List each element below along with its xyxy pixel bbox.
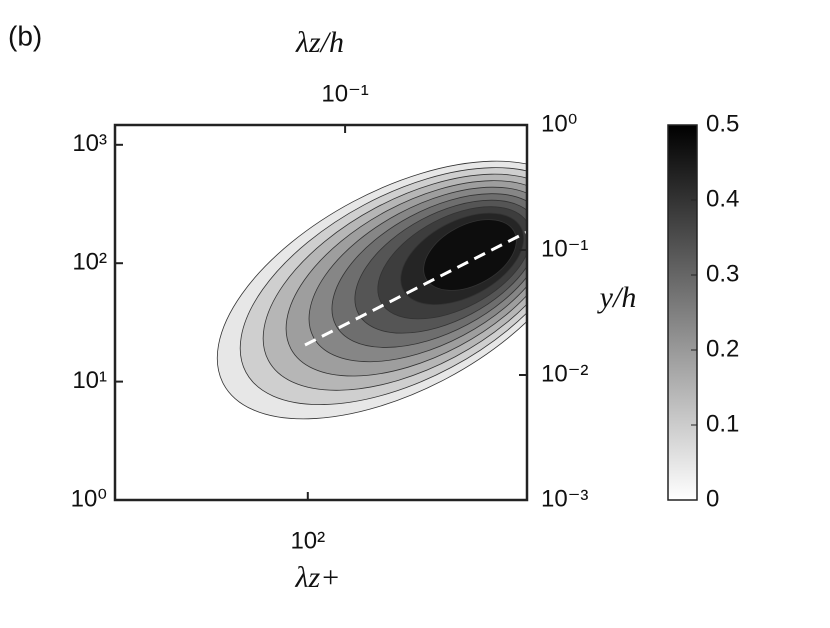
colorbar-tick-label: 0.5 bbox=[706, 110, 739, 137]
y2-tick-label: 10⁻² bbox=[541, 360, 588, 387]
x2-tick-label: 10⁻¹ bbox=[321, 80, 368, 107]
panel-label: (b) bbox=[8, 20, 42, 51]
colorbar-tick-label: 0.4 bbox=[706, 185, 739, 212]
y-tick-label: 10¹ bbox=[72, 367, 107, 394]
colorbar-tick-label: 0 bbox=[706, 485, 719, 512]
colorbar-tick-label: 0.1 bbox=[706, 410, 739, 437]
y2-tick-label: 10⁰ bbox=[541, 110, 577, 137]
fit-line bbox=[304, 230, 527, 347]
colorbar-tick-label: 0.3 bbox=[706, 260, 739, 287]
plot-frame bbox=[113, 123, 529, 502]
colorbar-tick-label: 0.2 bbox=[706, 335, 739, 362]
y-tick-label: 10² bbox=[72, 249, 107, 276]
y-tick-label: 10³ bbox=[72, 130, 107, 157]
y-tick-label: 10⁰ bbox=[71, 485, 107, 512]
x-tick-label: 10² bbox=[290, 527, 325, 554]
contours bbox=[216, 160, 527, 420]
x2-label: λz/h bbox=[295, 26, 344, 59]
y2-tick-label: 10⁻³ bbox=[541, 485, 588, 512]
y2-label: y/h bbox=[597, 281, 637, 314]
y2-tick-label: 10⁻¹ bbox=[541, 235, 588, 262]
x-label: λz+ bbox=[295, 561, 341, 594]
colorbar bbox=[667, 124, 698, 501]
